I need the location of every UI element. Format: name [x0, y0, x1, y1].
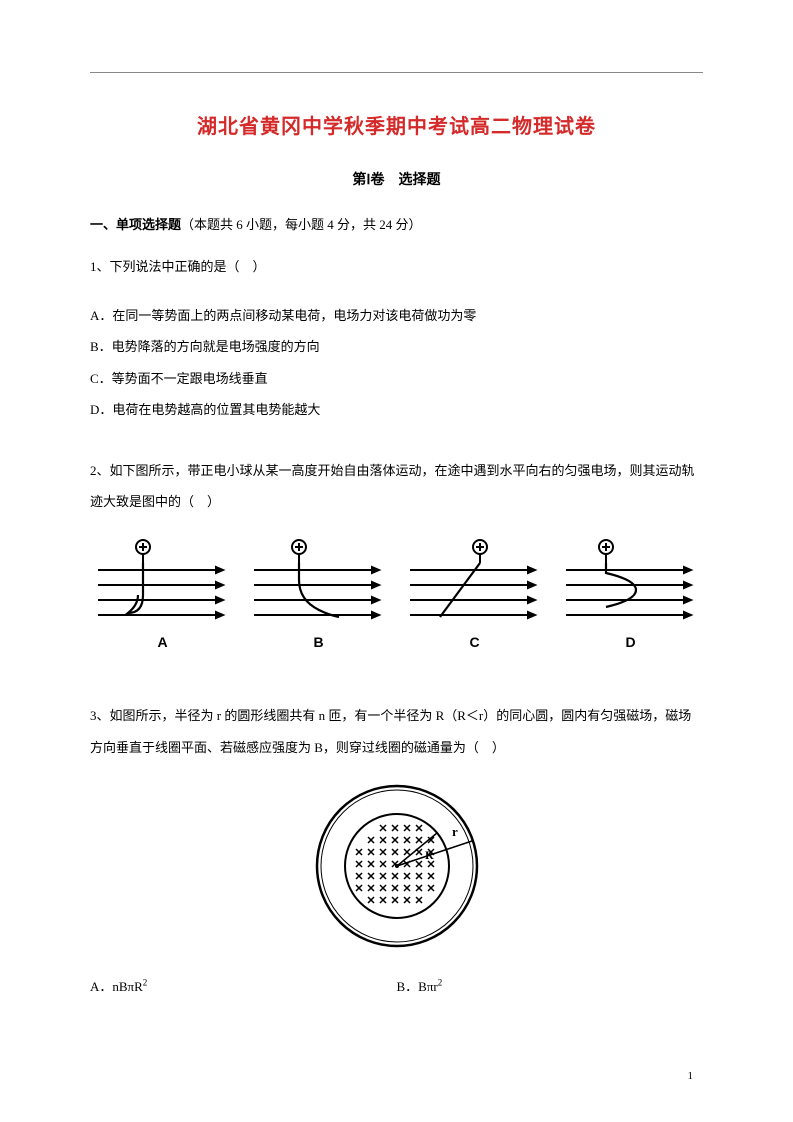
q2-figure-a: A [90, 535, 235, 650]
svg-text:R: R [425, 848, 434, 862]
q1-option-a: A．在同一等势面上的两点间移动某电荷，电场力对该电荷做功为零 [90, 300, 703, 331]
q1-option-c: C．等势面不一定跟电场线垂直 [90, 363, 703, 394]
q2-label-a: A [90, 634, 235, 650]
q1-stem: 1、下列说法中正确的是（ ） [90, 251, 703, 282]
q3-stem: 3、如图所示，半径为 r 的圆形线圈共有 n 匝，有一个半径为 R（R＜r）的同… [90, 700, 703, 762]
q2-label-d: D [558, 634, 703, 650]
section-heading-bold: 一、单项选择题 [90, 217, 181, 232]
q2-stem: 2、如下图所示，带正电小球从某一高度开始自由落体运动，在途中遇到水平向右的匀强电… [90, 455, 703, 517]
q2-figure-b: B [246, 535, 391, 650]
q1-option-b: B．电势降落的方向就是电场强度的方向 [90, 331, 703, 362]
q2-label-b: B [246, 634, 391, 650]
q3-figure: r R [90, 781, 703, 956]
q2-figure-d: D [558, 535, 703, 650]
header-rule [90, 72, 703, 73]
q3-option-a: A．nBπR2 [90, 976, 397, 995]
section-heading: 一、单项选择题（本题共 6 小题，每小题 4 分，共 24 分） [90, 214, 703, 233]
svg-text:r: r [452, 824, 458, 839]
q3-option-b: B．Bπr2 [397, 976, 704, 995]
q2-figure-row: A B [90, 535, 703, 650]
page-subtitle: 第Ⅰ卷 选择题 [90, 169, 703, 189]
page-title: 湖北省黄冈中学秋季期中考试高二物理试卷 [90, 110, 703, 139]
q2-figure-c: C [402, 535, 547, 650]
q3-options-row: A．nBπR2 B．Bπr2 [90, 976, 703, 995]
q1-option-d: D．电荷在电势越高的位置其电势能越大 [90, 394, 703, 425]
page-number: 1 [688, 1070, 694, 1082]
q2-label-c: C [402, 634, 547, 650]
section-heading-rest: （本题共 6 小题，每小题 4 分，共 24 分） [181, 217, 422, 232]
